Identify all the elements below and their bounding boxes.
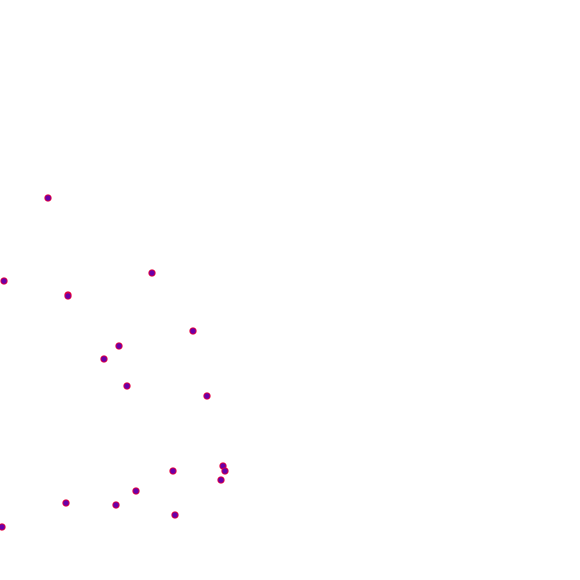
scatter-point xyxy=(171,511,179,519)
scatter-point xyxy=(203,392,211,400)
scatter-point xyxy=(64,292,72,300)
points-layer xyxy=(0,194,229,531)
scatter-point xyxy=(62,499,70,507)
scatter-point xyxy=(132,487,140,495)
scatter-point xyxy=(217,476,225,484)
scatter-point xyxy=(189,327,197,335)
scatter-point xyxy=(148,269,156,277)
scatter-point xyxy=(100,355,108,363)
scatter-point xyxy=(0,277,8,285)
scatter-point xyxy=(169,467,177,475)
scatter-point xyxy=(123,382,131,390)
scatter-point xyxy=(115,342,123,350)
scatter-point xyxy=(44,194,52,202)
scatter-point xyxy=(0,523,6,531)
scatter-point xyxy=(112,501,120,509)
scatter-point xyxy=(221,467,229,475)
